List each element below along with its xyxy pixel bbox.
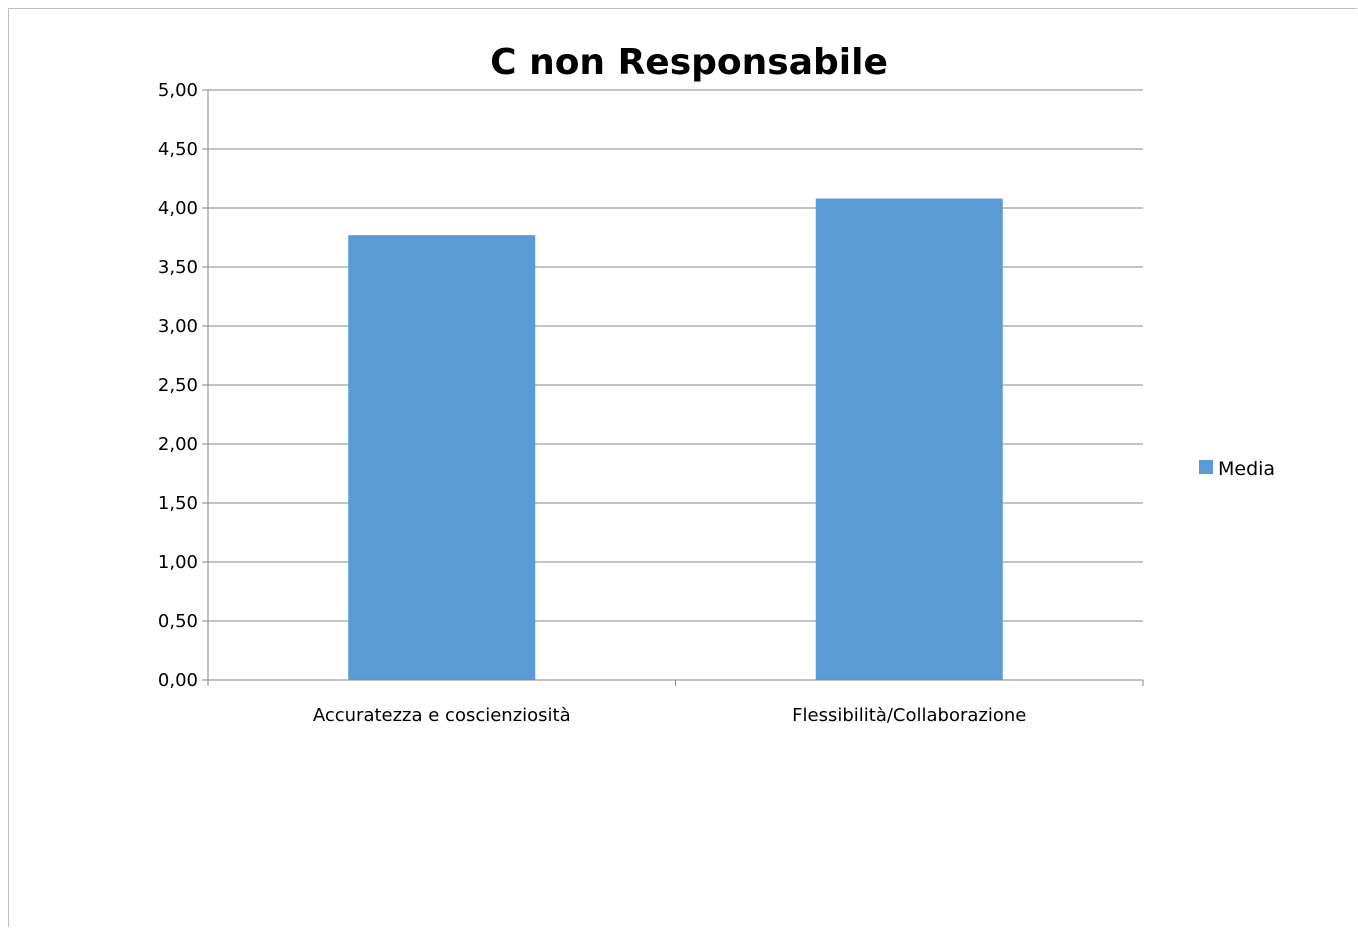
legend-swatch-media [1199,460,1213,474]
x-tick-label: Flessibilità/Collaborazione [792,705,1026,726]
y-tick-label: 2,00 [158,434,198,455]
y-tick-label: 3,00 [158,316,198,337]
y-tick-label: 0,50 [158,611,198,632]
y-tick-label: 1,00 [158,552,198,573]
chart-frame [8,8,1357,927]
y-tick-label: 0,00 [158,670,198,691]
bars [348,198,1003,680]
y-tick-label: 1,50 [158,493,198,514]
y-tick-label: 5,00 [158,80,198,101]
y-axis-ticks: 0,00 0,50 1,00 1,50 2,00 2,50 3,00 3,50 4,00 4,50… [158,80,208,691]
chart-title: C non Responsabile [490,42,888,83]
y-tick-label: 3,50 [158,257,198,278]
bar-1 [348,235,536,680]
x-tick-label: Accuratezza e coscienziosità [313,705,571,726]
x-axis-ticks: Accuratezza e coscienziosità Flessibilità… [207,680,1144,726]
legend-label-media: Media [1218,458,1275,480]
bar-2 [815,198,1003,680]
y-tick-label: 2,50 [158,375,198,396]
legend: Media [1199,458,1275,480]
y-tick-label: 4,00 [158,198,198,219]
y-tick-label: 4,50 [158,139,198,160]
